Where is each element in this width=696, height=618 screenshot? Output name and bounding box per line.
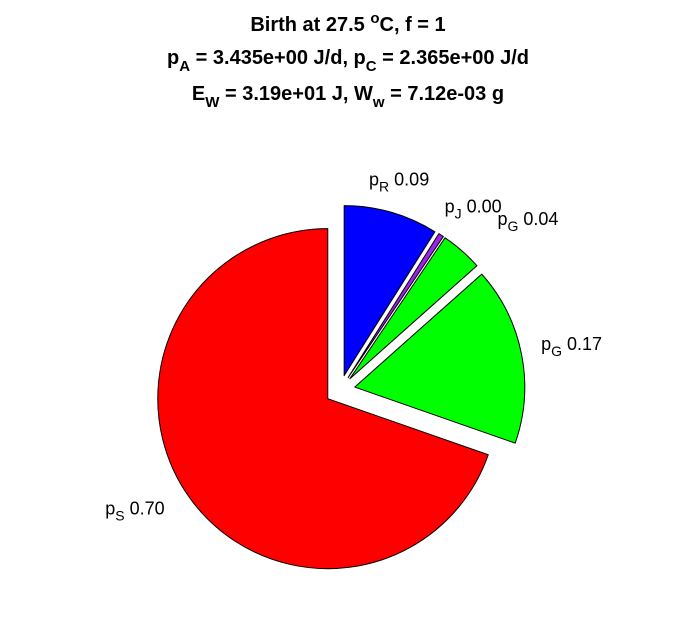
slice-label-4: pG 0.17: [541, 334, 602, 359]
title-line-3: EW = 3.19e+01 J, Ww = 7.12e-03 g: [192, 83, 504, 111]
slice-label-5: pS 0.70: [105, 498, 164, 523]
slice-label-subscript: G: [507, 218, 518, 234]
title-segment: o: [370, 10, 379, 27]
slice-label-name: p: [369, 169, 379, 189]
pie-slice-pr-1: [343, 205, 436, 377]
chart-title: Birth at 27.5 oC, f = 1 pA = 3.435e+00 J/…: [167, 10, 529, 111]
title-segment: A: [179, 58, 190, 75]
pie-slice-pj-2: [347, 233, 444, 378]
slice-label-name: p: [541, 334, 551, 354]
slice-label-subscript: G: [551, 343, 562, 359]
slice-label-name: p: [445, 197, 455, 217]
slice-label-name: p: [105, 498, 115, 518]
title-segment: = 3.19e+01 J, W: [219, 83, 373, 105]
title-line-1: Birth at 27.5 oC, f = 1: [250, 10, 445, 36]
slice-label-1: pR 0.09: [369, 169, 429, 194]
slice-label-subscript: R: [379, 178, 389, 194]
title-segment: p: [167, 47, 179, 69]
slice-label-value: 0.00: [462, 197, 502, 217]
slice-label-name: p: [497, 209, 507, 229]
title-segment: Birth at 27.5: [250, 14, 370, 36]
title-segment: = 3.435e+00 J/d, p: [190, 47, 366, 69]
title-segment: C: [366, 58, 377, 75]
title-line-2: pA = 3.435e+00 J/d, pC = 2.365e+00 J/d: [167, 47, 529, 75]
slice-label-value: 0.17: [562, 334, 602, 354]
slice-label-subscript: J: [455, 206, 462, 222]
slice-label-value: 0.09: [389, 169, 429, 189]
slice-label-value: 0.70: [125, 498, 165, 518]
slice-label-subscript: S: [115, 507, 124, 523]
pie-slice-pg-3: [349, 237, 478, 380]
pie-slices: [157, 205, 526, 570]
pie-slice-pg-4: [354, 273, 526, 444]
slice-label-2: pJ 0.00: [445, 197, 502, 222]
title-segment: C, f = 1: [380, 14, 446, 36]
slice-label-3: pG 0.04: [497, 209, 558, 234]
title-segment: W: [205, 94, 220, 111]
pie-slice-ps-5: [157, 228, 489, 570]
title-segment: w: [372, 94, 385, 111]
title-segment: = 2.365e+00 J/d: [377, 47, 529, 69]
slice-label-value: 0.04: [518, 209, 558, 229]
title-segment: = 7.12e-03 g: [385, 83, 505, 105]
title-segment: E: [192, 83, 205, 105]
